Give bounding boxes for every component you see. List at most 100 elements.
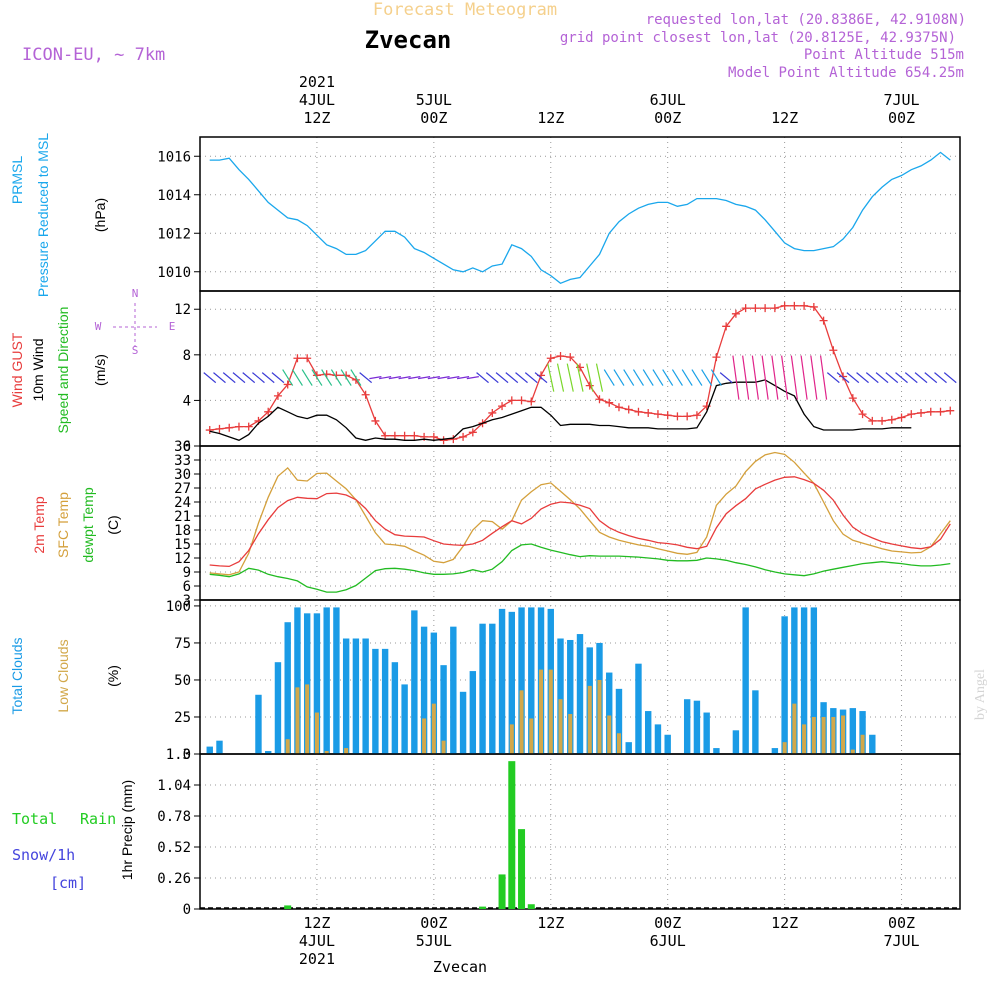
wind-arrow: [271, 372, 285, 384]
total-cloud-bar: [323, 607, 330, 754]
pressure-line: [209, 151, 951, 285]
wind-arrow: [603, 369, 615, 386]
gust-marker: [936, 407, 945, 416]
gust-marker: [848, 394, 857, 403]
wind-arrow: [398, 376, 411, 380]
wind-arrow: [534, 372, 548, 384]
total-cloud-bar: [732, 730, 740, 754]
total-cloud-bar: [372, 648, 379, 754]
gust-marker: [634, 407, 643, 416]
wind-arrow: [495, 372, 509, 384]
wind-arrow: [642, 369, 654, 386]
y-tick-label: 18: [174, 523, 191, 539]
wind-arrow: [222, 372, 236, 384]
gust-marker: [507, 396, 516, 405]
wind-arrow: [437, 376, 450, 380]
wind-arrow: [252, 372, 265, 384]
total-cloud-bar: [352, 638, 360, 754]
y-tick-label: 0.52: [157, 840, 191, 856]
gust-marker: [653, 410, 662, 419]
wind-arrow: [427, 376, 440, 380]
gust-marker: [907, 410, 916, 419]
wind-arrow: [456, 376, 470, 380]
wind-arrow: [875, 372, 889, 384]
wind-arrow: [652, 369, 664, 386]
model-altitude: Model Point Altitude 654.25m: [728, 65, 964, 81]
wind-arrow: [701, 369, 713, 386]
wind-arrow: [781, 355, 789, 400]
y-tick-label: 8: [183, 348, 191, 364]
wind-arrow: [547, 363, 555, 392]
wind-arrow: [359, 372, 373, 384]
low-cloud-bar: [305, 684, 310, 754]
total-cloud-bar: [508, 611, 515, 754]
low-cloud-bar: [802, 724, 807, 754]
wind-arrow: [691, 369, 703, 386]
panels: 1010101210141016048123691215182124273033…: [157, 136, 961, 918]
total-cloud-bar: [664, 734, 671, 754]
total-cloud-bar: [303, 613, 311, 754]
wind-arrow: [505, 372, 519, 384]
low-cloud-bar: [792, 703, 797, 754]
low-cloud-bar: [285, 739, 290, 754]
rain-label-total: Total: [12, 810, 57, 828]
gust-marker: [390, 431, 399, 440]
wind-arrow: [914, 372, 928, 384]
wind-arrow: [282, 369, 294, 386]
sfc-label: SFC Temp: [55, 492, 71, 558]
y-tick-label: 33: [174, 453, 191, 469]
panel-frame-3: [199, 445, 961, 601]
gust-marker: [429, 432, 438, 441]
low-cloud-bar: [441, 740, 446, 754]
wind-arrow: [662, 369, 674, 386]
gust-marker: [887, 415, 896, 424]
gust-marker: [692, 411, 701, 420]
gust-marker: [868, 416, 877, 425]
wind-arrow: [671, 369, 683, 386]
time-label-top: 12Z: [537, 109, 564, 127]
total-cloud-bar: [703, 712, 710, 754]
wind-arrow: [595, 363, 604, 392]
time-label-bottom: 7JUL: [883, 932, 919, 950]
gust-marker: [585, 381, 594, 390]
time-label-top: 6JUL: [650, 91, 686, 109]
low-cloud-bar: [314, 712, 319, 754]
gust-marker: [624, 405, 633, 414]
time-label-top: 4JUL: [299, 91, 335, 109]
model-label: ICON-EU, ~ 7km: [22, 45, 165, 65]
precip-unit: 1hr Precip (mm): [119, 780, 135, 880]
pressure-unit: (hPa): [92, 198, 108, 232]
total-cloud-bar: [420, 626, 428, 754]
gust-marker: [946, 406, 955, 415]
y-tick-label: 27: [174, 481, 191, 497]
time-label-top: 7JUL: [883, 91, 919, 109]
total-cloud-bar: [713, 748, 720, 754]
pressure-label-short: PRMSL: [9, 156, 25, 204]
time-label-bottom: 2021: [299, 950, 335, 968]
y-tick-label: 30: [174, 467, 191, 483]
low-cloud-bar: [811, 716, 816, 754]
wind-arrow: [242, 372, 256, 384]
wind-arrow: [742, 355, 750, 400]
gust-marker: [770, 304, 779, 313]
low-cloud-bar: [587, 685, 592, 754]
total-cloud-bar: [216, 740, 223, 754]
gust-marker: [234, 422, 243, 431]
wind-arrow: [311, 369, 323, 386]
wind-arrow: [340, 369, 352, 386]
total-cloud-bar: [381, 648, 389, 754]
gust-marker: [283, 380, 292, 389]
wind-arrow: [388, 376, 401, 380]
wind-arrow: [291, 369, 303, 386]
time-label-top: 00Z: [888, 109, 915, 127]
total-cloud-bar: [849, 708, 857, 754]
low-cloud-bar: [509, 724, 514, 754]
total-cloud-bar: [528, 607, 535, 754]
y-tick-label: 0.78: [157, 809, 191, 825]
total-cloud-bar: [430, 632, 438, 754]
wind-arrow: [826, 372, 840, 384]
y-tick-label: 1016: [157, 149, 191, 165]
time-label-bottom: 4JUL: [299, 932, 335, 950]
